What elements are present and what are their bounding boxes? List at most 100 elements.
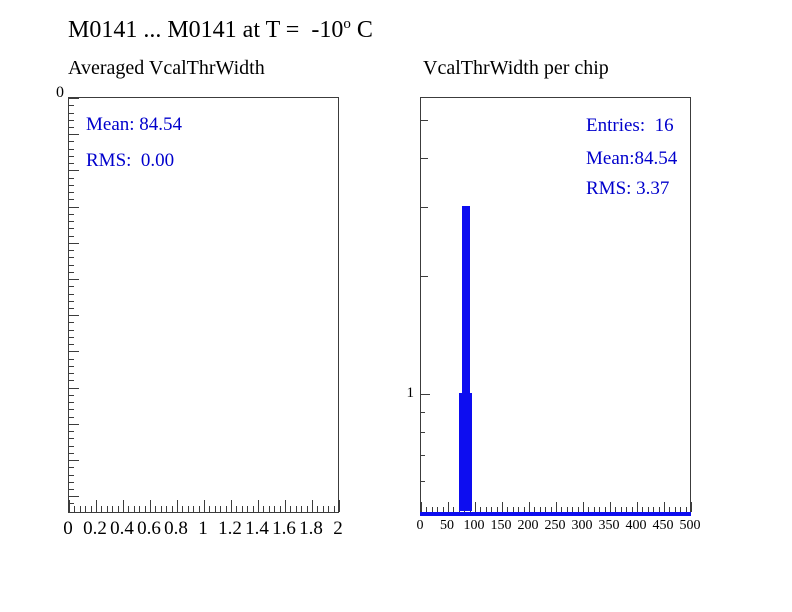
left-x-axis-tick <box>177 500 178 512</box>
left-y-axis-tick <box>69 394 74 396</box>
left-x-axis-tick <box>96 500 97 512</box>
right-x-axis-tick <box>545 507 547 512</box>
right-x-axis-tick <box>523 507 525 512</box>
left-x-tick-label: 0 <box>63 518 73 539</box>
right-x-tick-label: 150 <box>490 518 512 533</box>
left-y-axis-tick <box>69 489 74 490</box>
left-y-axis-tick <box>69 184 74 186</box>
left-x-axis-tick <box>247 506 249 512</box>
right-x-axis-tick <box>680 507 682 512</box>
right-x-axis-tick <box>534 507 536 512</box>
left-y-axis-tick <box>69 148 74 150</box>
left-y-axis-tick <box>69 286 74 288</box>
right-x-axis-tick <box>653 507 655 512</box>
left-x-axis-tick <box>90 506 92 512</box>
left-x-axis-tick <box>139 506 141 512</box>
left-y-axis-tick <box>69 242 79 244</box>
left-y-axis-tick <box>69 358 74 360</box>
left-y-axis-tick <box>69 460 79 461</box>
right-x-axis-tick <box>475 502 476 512</box>
left-x-tick-label: 0.2 <box>83 518 107 539</box>
left-x-axis-tick <box>274 506 276 512</box>
left-y-axis-tick <box>69 365 74 367</box>
left-y-axis-tick <box>69 423 79 425</box>
right-x-axis-tick <box>507 507 509 512</box>
left-y-axis-tick <box>69 315 79 317</box>
right-x-axis-tick <box>691 502 692 512</box>
right-x-axis-tick <box>431 507 433 512</box>
right-x-axis-tick <box>421 502 422 512</box>
histogram-bar <box>462 206 471 511</box>
right-x-axis-tick <box>637 502 638 512</box>
right-x-axis-tick <box>647 507 649 512</box>
left-y-axis-tick <box>69 336 74 338</box>
left-y-axis-tick <box>69 141 74 143</box>
left-x-axis-tick <box>241 506 243 512</box>
right-y-axis-tick <box>421 158 428 159</box>
left-y-axis-tick <box>69 416 74 418</box>
right-x-axis-tick <box>442 507 444 512</box>
left-x-axis-tick <box>285 500 286 512</box>
left-y-axis-tick <box>69 380 74 382</box>
left-y-axis-tick <box>69 496 79 498</box>
left-y-axis-label-0: 0 <box>56 84 64 101</box>
left-y-axis-tick <box>69 119 74 121</box>
left-x-axis-tick <box>160 506 162 512</box>
left-x-axis-tick <box>225 506 227 512</box>
right-x-axis-tick <box>496 507 498 512</box>
left-x-axis-tick <box>79 506 81 512</box>
left-y-axis-tick <box>69 300 74 302</box>
right-stat-mean: Mean:84.54 <box>586 148 678 169</box>
left-x-axis-tick <box>209 506 211 512</box>
left-x-axis-tick <box>236 506 238 512</box>
left-y-axis-tick <box>69 308 74 309</box>
left-x-axis-tick <box>123 500 124 512</box>
left-x-axis-tick <box>214 506 216 512</box>
left-x-axis-tick <box>198 506 200 512</box>
right-x-tick-label: 50 <box>440 518 454 533</box>
right-x-axis-tick <box>437 507 439 512</box>
right-x-axis-tick <box>664 502 665 512</box>
left-y-axis-tick <box>69 373 74 375</box>
right-y-axis-tick <box>421 394 430 395</box>
left-y-axis-tick <box>69 467 74 469</box>
left-y-axis-tick <box>69 293 74 295</box>
left-y-axis-tick <box>69 264 74 266</box>
left-x-axis-tick <box>252 506 254 512</box>
left-x-axis-tick <box>150 500 151 512</box>
left-x-axis-tick <box>263 506 265 512</box>
left-x-axis-tick <box>258 500 259 512</box>
left-y-axis-tick <box>69 192 74 194</box>
left-y-axis-tick <box>69 199 74 201</box>
left-y-axis-tick <box>69 250 74 251</box>
left-x-axis-tick <box>133 506 135 512</box>
right-y-axis-tick <box>421 276 428 277</box>
right-x-axis-tick <box>485 507 487 512</box>
right-x-tick-label: 200 <box>517 518 539 533</box>
right-y-axis-tick <box>421 120 428 121</box>
left-y-axis-tick <box>69 481 74 483</box>
left-x-axis-tick <box>306 506 308 512</box>
right-x-axis-tick <box>626 507 628 512</box>
right-x-axis-tick <box>502 502 503 512</box>
right-x-axis-tick <box>512 507 514 512</box>
left-y-axis-tick <box>69 322 74 324</box>
left-x-tick-label: 1.2 <box>218 518 242 539</box>
right-x-axis-tick <box>448 502 449 512</box>
left-x-axis-tick <box>166 506 168 512</box>
left-x-tick-label: 1.6 <box>272 518 296 539</box>
right-x-axis-tick <box>642 507 644 512</box>
title-text: M0141 ... M0141 at T = -10 <box>68 17 344 43</box>
right-x-axis-tick <box>480 507 482 512</box>
right-stat-rms: RMS: 3.37 <box>586 178 670 199</box>
left-x-axis-tick <box>171 506 173 512</box>
left-stat-mean: Mean: 84.54 <box>86 114 183 135</box>
left-y-axis-tick <box>69 387 79 389</box>
right-x-axis-tick <box>572 507 574 512</box>
right-x-axis-tick <box>588 507 590 512</box>
left-x-tick-label: 0.4 <box>110 518 134 539</box>
right-x-axis-tick <box>518 507 520 512</box>
left-x-axis-tick <box>112 506 114 512</box>
left-x-axis-tick <box>74 506 76 512</box>
